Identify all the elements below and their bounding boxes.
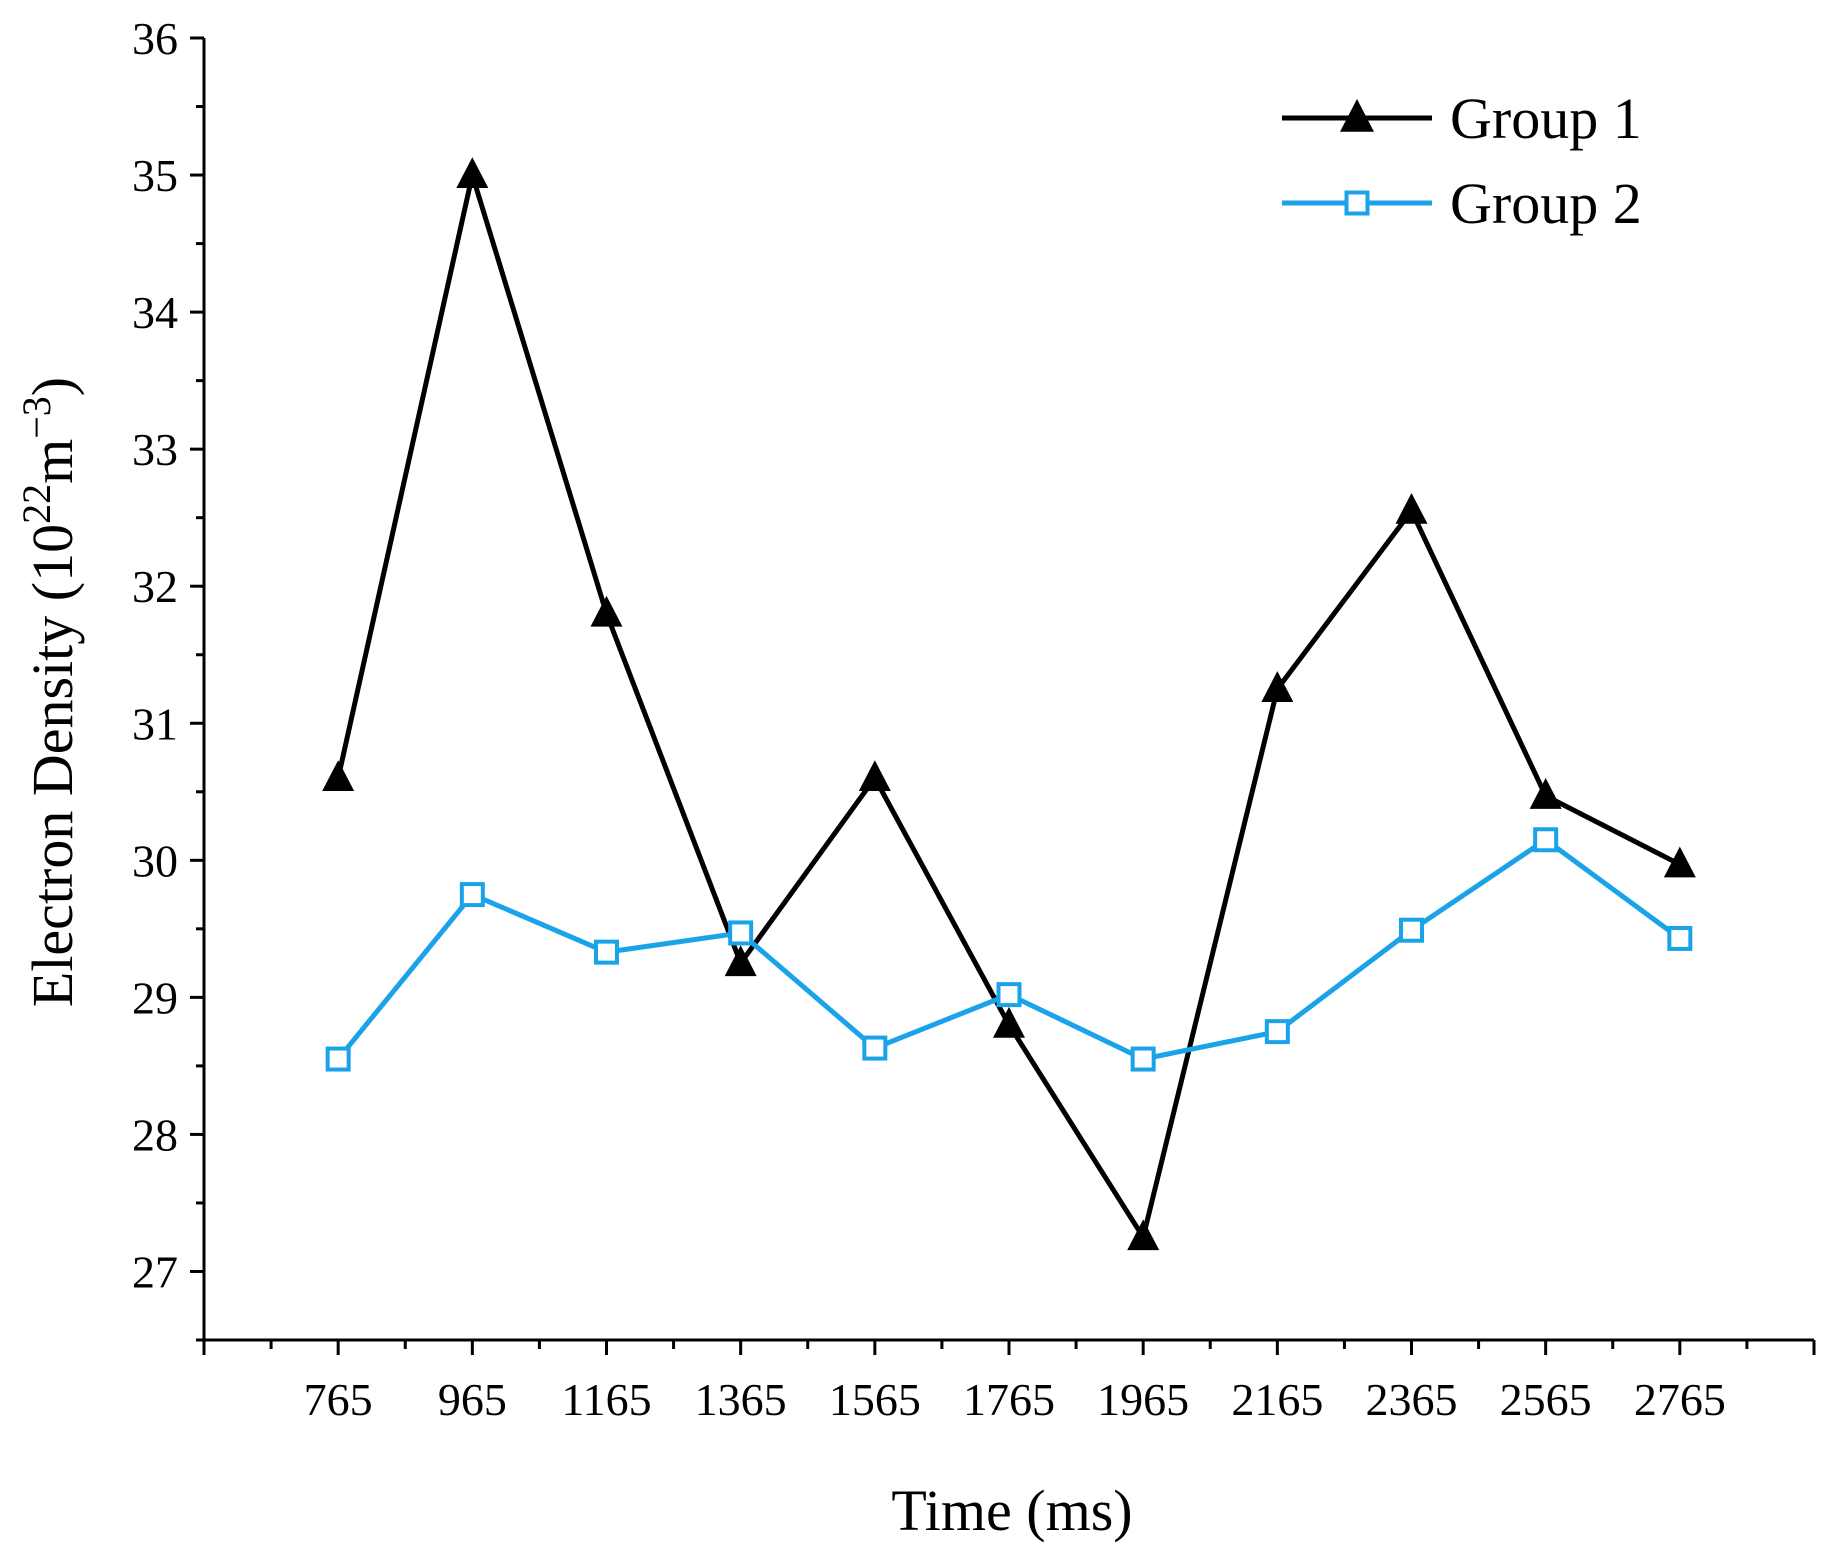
data-point-marker bbox=[1399, 917, 1424, 943]
x-axis-ticks: 765 965 1165 1365 1565 1765 1965 2165 2365 2565 27… bbox=[202, 1340, 1816, 1425]
y-tick-label: 30 bbox=[132, 835, 178, 886]
x-tick-label: 1765 bbox=[963, 1374, 1055, 1425]
x-tick-label: 1565 bbox=[829, 1374, 921, 1425]
x-tick-label: 2765 bbox=[1634, 1374, 1726, 1425]
x-tick-label: 1965 bbox=[1097, 1374, 1189, 1425]
series-group-1 bbox=[322, 157, 1696, 1251]
y-tick-label: 36 bbox=[132, 13, 178, 64]
y-axis-ticks: 27 28 29 30 31 32 33 34 35 36 bbox=[132, 13, 204, 1342]
data-point-marker bbox=[1667, 925, 1693, 951]
data-point-marker bbox=[456, 157, 489, 189]
y-tick-label: 28 bbox=[132, 1109, 178, 1160]
data-point-marker bbox=[1127, 1219, 1160, 1251]
legend: Group 1 Group 2 bbox=[1282, 86, 1642, 236]
data-point-marker bbox=[1130, 1046, 1156, 1072]
y-axis-title-exponent-1: 22 bbox=[14, 484, 59, 524]
data-point-marker bbox=[993, 1006, 1025, 1038]
data-point-marker bbox=[1261, 671, 1294, 702]
x-tick-label: 765 bbox=[304, 1374, 373, 1425]
legend-item-2: Group 2 bbox=[1282, 171, 1642, 236]
y-tick-label: 35 bbox=[132, 150, 178, 201]
x-axis-title: Time (ms) bbox=[891, 1478, 1132, 1543]
series-line-1 bbox=[335, 172, 1681, 1240]
y-tick-label: 31 bbox=[132, 698, 178, 749]
data-point-marker bbox=[1395, 492, 1428, 524]
y-tick-label: 32 bbox=[132, 561, 178, 612]
legend-marker bbox=[1344, 190, 1370, 216]
data-point-marker bbox=[728, 920, 754, 946]
data-point-marker bbox=[1533, 827, 1559, 853]
series-layer bbox=[322, 157, 1696, 1251]
data-point-marker bbox=[1663, 846, 1696, 878]
data-point-marker bbox=[1529, 778, 1562, 809]
legend-marker bbox=[1340, 99, 1374, 132]
x-tick-label: 2165 bbox=[1231, 1374, 1323, 1425]
legend-item-1: Group 1 bbox=[1282, 86, 1642, 151]
y-axis-title-suffix: ) bbox=[20, 377, 85, 396]
data-point-marker bbox=[862, 1035, 888, 1061]
data-point-marker bbox=[858, 760, 891, 792]
data-point-marker bbox=[459, 882, 485, 908]
y-tick-label: 27 bbox=[132, 1246, 178, 1297]
data-point-marker bbox=[590, 595, 623, 627]
data-point-marker bbox=[594, 939, 619, 965]
y-axis-title-prefix: Electron Density (10 bbox=[20, 524, 85, 1007]
data-point-marker bbox=[325, 1046, 351, 1072]
data-point-marker bbox=[322, 760, 355, 792]
legend-label: Group 1 bbox=[1450, 86, 1642, 151]
legend-label: Group 2 bbox=[1450, 171, 1642, 236]
y-tick-label: 33 bbox=[132, 424, 178, 475]
y-tick-label: 34 bbox=[132, 287, 178, 338]
y-tick-label: 29 bbox=[132, 972, 178, 1023]
x-tick-label: 2565 bbox=[1500, 1374, 1592, 1425]
series-group-2 bbox=[325, 827, 1693, 1072]
x-tick-label: 965 bbox=[438, 1374, 507, 1425]
x-tick-label: 1365 bbox=[695, 1374, 787, 1425]
data-point-marker bbox=[996, 982, 1022, 1008]
data-point-marker bbox=[1264, 1019, 1290, 1045]
y-axis-title-unit: m bbox=[20, 439, 85, 484]
x-tick-label: 1165 bbox=[561, 1374, 651, 1425]
x-tick-label: 2365 bbox=[1366, 1374, 1458, 1425]
y-axis-title-exponent-2: −3 bbox=[14, 396, 59, 439]
y-axis-title: Electron Density (1022m−3) bbox=[14, 377, 86, 1007]
data-point-marker bbox=[724, 945, 757, 977]
